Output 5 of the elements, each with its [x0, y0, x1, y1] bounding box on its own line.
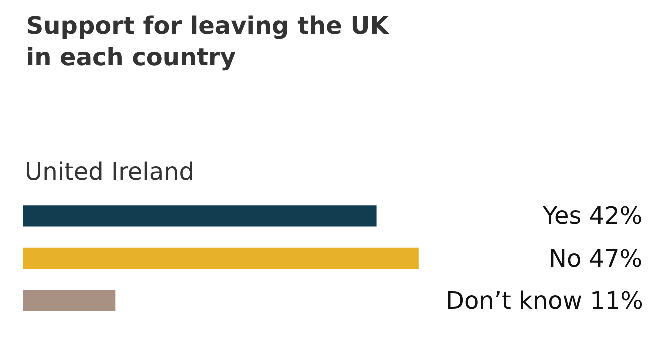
data-label: Yes 42%	[542, 202, 643, 230]
data-label: No 47%	[549, 245, 643, 273]
chart-title: Support for leaving the UK in each country	[26, 12, 390, 72]
chart-subtitle: United Ireland	[25, 158, 194, 186]
data-label: Don’t know 11%	[446, 287, 644, 315]
